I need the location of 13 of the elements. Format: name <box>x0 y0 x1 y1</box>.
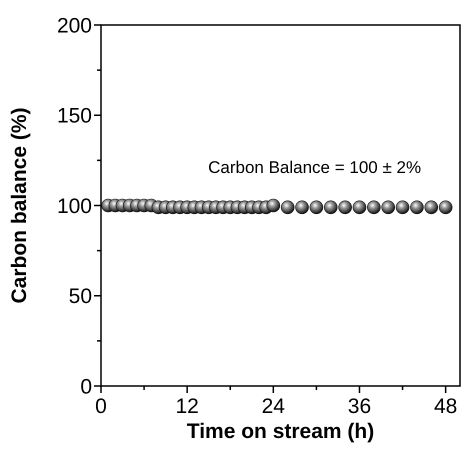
y-tick-label: 0 <box>80 375 92 398</box>
x-tick-label: 48 <box>434 395 458 418</box>
y-tick-label: 100 <box>56 194 92 218</box>
x-tick-label: 24 <box>262 395 286 418</box>
y-tick-label: 50 <box>68 285 92 308</box>
y-tick-label: 200 <box>56 14 92 38</box>
annotation: Carbon Balance = 100 ± 2% <box>208 158 422 178</box>
x-tick-label: 12 <box>175 395 199 418</box>
y-tick-label: 150 <box>56 104 92 128</box>
x-axis-title: Time on stream (h) <box>186 420 374 443</box>
y-axis-title: Carbon balance (%) <box>8 107 31 304</box>
x-tick-label: 0 <box>95 395 107 418</box>
x-tick-label: 36 <box>348 395 372 418</box>
